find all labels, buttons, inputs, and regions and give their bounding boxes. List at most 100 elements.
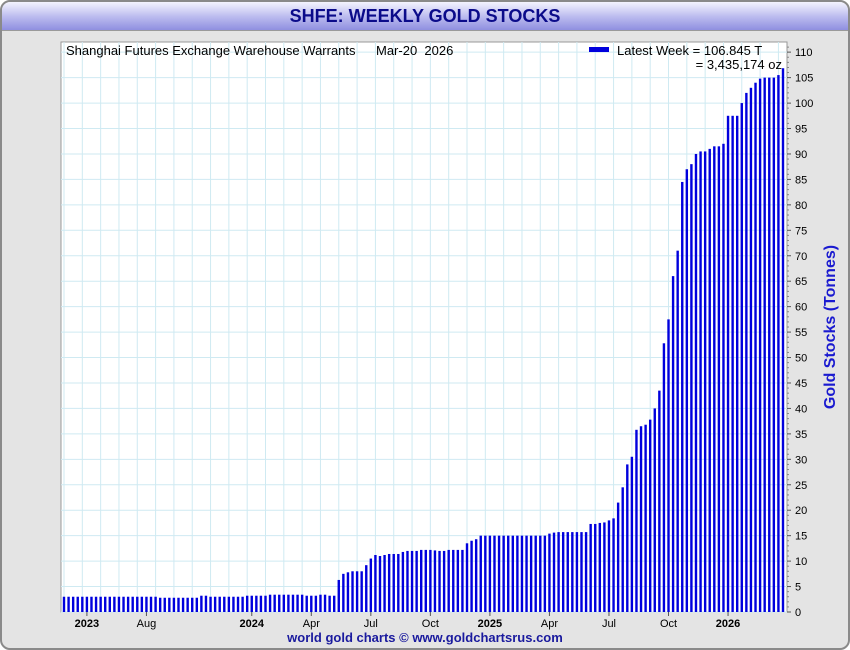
bar xyxy=(777,75,780,612)
bar xyxy=(81,596,84,612)
bar xyxy=(195,597,199,612)
y-tick-label: 65 xyxy=(795,276,807,288)
bar xyxy=(456,549,460,612)
bar xyxy=(768,77,771,612)
bar xyxy=(355,571,359,612)
bar xyxy=(415,550,418,612)
bar xyxy=(754,82,757,612)
bar xyxy=(104,596,107,612)
bar xyxy=(511,535,515,612)
bar xyxy=(291,594,295,612)
bar xyxy=(108,596,111,612)
y-tick-label: 10 xyxy=(795,556,807,568)
bar xyxy=(484,535,487,612)
y-tick-label: 50 xyxy=(795,353,807,365)
bar xyxy=(552,532,556,612)
bar xyxy=(607,520,611,612)
y-tick-label: 105 xyxy=(795,73,813,85)
bar xyxy=(736,115,739,612)
footer-credit: world gold charts © www.goldchartsrus.co… xyxy=(287,630,563,645)
bar xyxy=(648,419,652,612)
bar xyxy=(621,487,624,612)
bar xyxy=(323,594,327,612)
bar xyxy=(465,543,469,612)
bar xyxy=(639,426,643,612)
bar xyxy=(438,550,441,612)
bar xyxy=(612,518,615,612)
bar xyxy=(392,553,395,612)
bar xyxy=(566,532,569,612)
y-tick-label: 30 xyxy=(795,454,807,466)
bar xyxy=(543,535,547,612)
title-bar: SHFE: WEEKLY GOLD STOCKS xyxy=(2,2,848,31)
bar xyxy=(360,571,363,612)
bar xyxy=(420,549,423,612)
bar xyxy=(690,164,693,612)
bar xyxy=(241,596,244,612)
bar xyxy=(163,597,166,612)
bar xyxy=(589,523,592,612)
bar xyxy=(346,572,350,612)
bar xyxy=(90,596,93,612)
bar xyxy=(497,535,501,612)
y-tick-label: 45 xyxy=(795,378,807,390)
bar xyxy=(213,596,217,612)
y-axis: 0 5 10 15 20 25 30 35 40 45 50 55 60 65 70 75 80 85 90 95 10… xyxy=(787,46,813,619)
x-tick-label: 2024 xyxy=(240,618,265,630)
bar xyxy=(630,456,634,612)
bar xyxy=(136,596,139,612)
bar xyxy=(332,595,336,612)
bar xyxy=(268,594,272,612)
y-tick-label: 85 xyxy=(795,174,807,186)
bar xyxy=(319,594,322,612)
bar xyxy=(149,596,153,612)
bar xyxy=(626,464,629,612)
bar xyxy=(250,595,253,612)
bar xyxy=(314,595,318,612)
bar xyxy=(580,532,583,612)
bar xyxy=(387,553,391,612)
y-tick-label: 55 xyxy=(795,327,807,339)
bar xyxy=(255,595,258,612)
bar xyxy=(745,92,748,612)
bar xyxy=(85,596,89,612)
bar xyxy=(447,549,450,612)
bar xyxy=(126,596,130,612)
plot-background xyxy=(60,41,788,613)
bar-series xyxy=(62,68,785,613)
bar xyxy=(713,146,716,612)
bar xyxy=(594,523,597,612)
bar xyxy=(76,596,79,612)
bar xyxy=(681,181,684,612)
x-tick-label: 2023 xyxy=(75,618,99,630)
x-tick-label: Oct xyxy=(422,618,439,630)
bar xyxy=(699,151,702,612)
bar xyxy=(94,596,98,612)
bar xyxy=(158,597,162,612)
bar xyxy=(516,535,519,612)
bar xyxy=(424,549,427,612)
bar xyxy=(218,596,221,612)
bar xyxy=(383,555,386,612)
bar xyxy=(461,549,464,612)
y-tick-label: 60 xyxy=(795,302,807,314)
bar xyxy=(548,533,551,612)
bar xyxy=(442,550,446,612)
bar xyxy=(722,143,725,613)
bar xyxy=(557,532,560,612)
y-tick-label: 90 xyxy=(795,149,807,161)
bar xyxy=(474,539,478,612)
bar xyxy=(209,596,212,612)
bar xyxy=(561,532,565,612)
bar xyxy=(479,535,482,612)
bar xyxy=(429,549,432,612)
bar xyxy=(122,596,125,612)
bar xyxy=(525,535,528,612)
bar xyxy=(236,596,240,612)
bar xyxy=(653,408,656,612)
x-tick-label: Apr xyxy=(541,618,558,630)
x-axis: 2023 Aug 2024 Apr Jul Oct 2025 Apr Jul Oct 2026 xyxy=(75,612,740,630)
bar xyxy=(694,153,698,612)
